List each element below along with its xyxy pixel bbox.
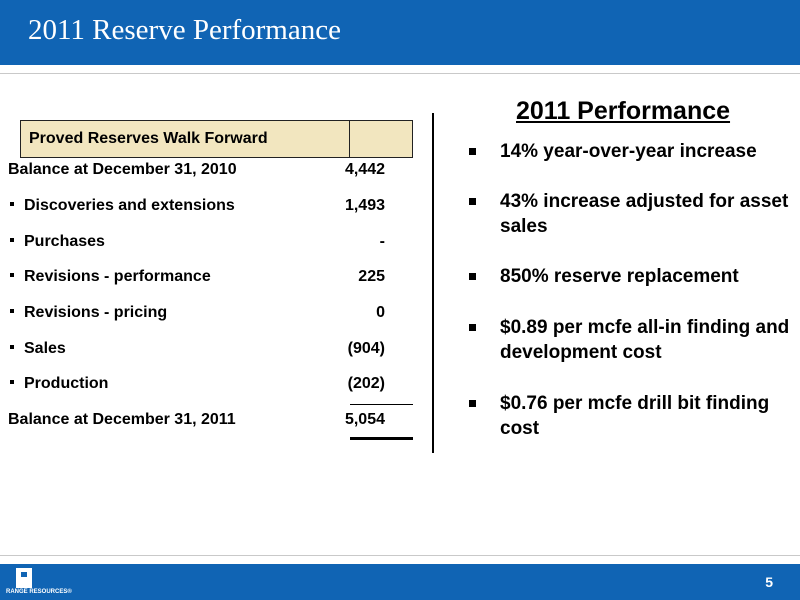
reserves-table: Proved Reserves Walk Forward (20, 120, 413, 158)
bullet-icon (10, 273, 14, 278)
row-label: Discoveries and extensions (24, 197, 235, 214)
performance-point-text: 43% increase adjusted for asset sales (500, 191, 789, 237)
table-header-empty-cell (350, 121, 412, 157)
bullet-icon (10, 345, 14, 350)
bullet-icon (10, 202, 14, 207)
row-value: 225 (358, 268, 385, 285)
performance-point-text: 14% year-over-year increase (500, 141, 757, 162)
row-label: Purchases (24, 233, 105, 250)
header-divider (0, 73, 800, 74)
performance-point-text: 850% reserve replacement (500, 266, 739, 287)
row-label: Production (24, 375, 109, 392)
row-value: (202) (347, 375, 385, 392)
bullet-icon (10, 309, 14, 314)
page-title: 2011 Reserve Performance (28, 14, 341, 46)
square-bullet-icon (469, 198, 476, 205)
subtotal-rule (350, 404, 413, 405)
logo-mark-icon (16, 568, 32, 588)
row-value: - (379, 233, 385, 250)
vertical-divider (432, 113, 434, 453)
bullet-icon (10, 238, 14, 243)
table-header: Proved Reserves Walk Forward (20, 120, 413, 158)
bullet-icon (10, 380, 14, 385)
performance-heading: 2011 Performance (516, 97, 731, 125)
row-label: Revisions - performance (24, 268, 211, 285)
footer-divider (0, 555, 800, 556)
square-bullet-icon (469, 324, 476, 331)
row-value: 5,054 (344, 411, 385, 428)
page-number: 5 (765, 574, 773, 590)
total-double-rule (350, 437, 413, 440)
square-bullet-icon (469, 273, 476, 280)
footer-band: RANGE RESOURCES® 5 (0, 564, 800, 600)
logo-wordmark: RANGE RESOURCES® (6, 589, 72, 595)
range-resources-logo: RANGE RESOURCES® (6, 568, 76, 598)
row-value: 4,442 (344, 161, 385, 178)
performance-point-text: $0.89 per mcfe all-in finding and develo… (500, 317, 790, 363)
performance-point-text: $0.76 per mcfe drill bit finding cost (500, 393, 770, 439)
row-label: Balance at December 31, 2010 (8, 161, 237, 178)
row-label: Sales (24, 340, 66, 357)
row-value: (904) (347, 340, 385, 357)
row-label: Balance at December 31, 2011 (8, 411, 236, 428)
row-label: Revisions - pricing (24, 304, 168, 321)
row-value: 1,493 (344, 197, 385, 214)
table-header-label: Proved Reserves Walk Forward (21, 121, 350, 157)
header-band: 2011 Reserve Performance (0, 0, 800, 65)
square-bullet-icon (469, 400, 476, 407)
square-bullet-icon (469, 148, 476, 155)
row-value: 0 (376, 304, 385, 321)
